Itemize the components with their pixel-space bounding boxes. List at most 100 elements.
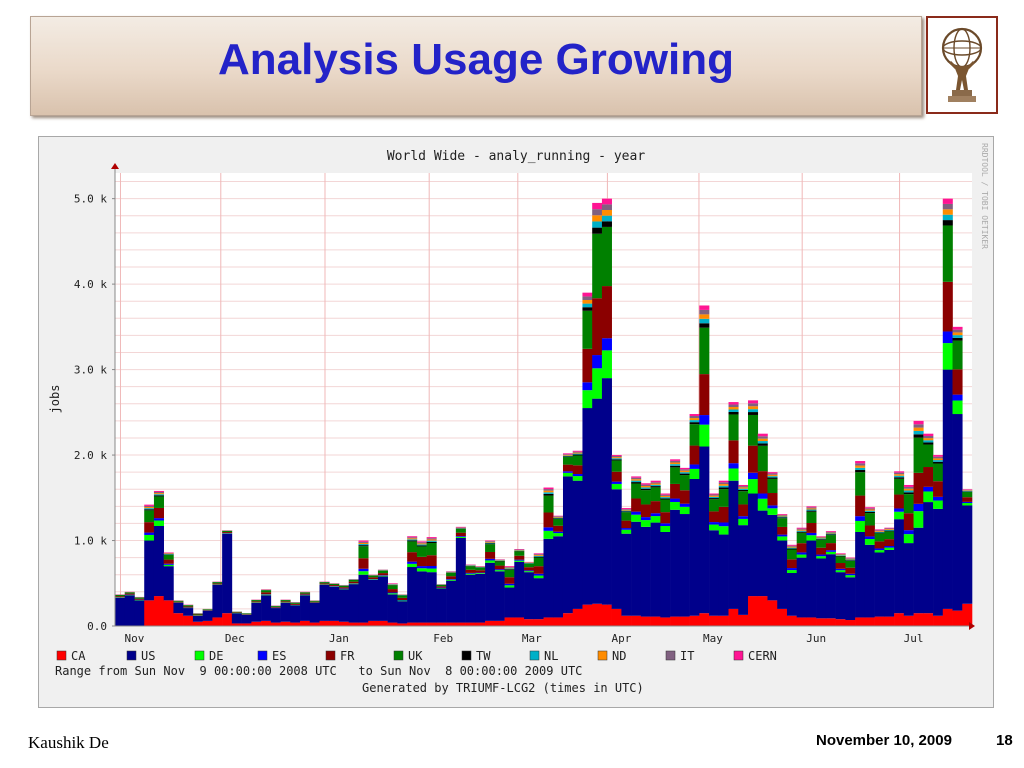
bar-segment-nd [786,546,798,548]
bar-segment-us [465,574,476,623]
legend-swatch [529,650,540,661]
bar-segment-it [757,436,768,439]
bar-segment-de [816,556,827,559]
bar-segment-fr [426,555,437,566]
bar-segment-tw [728,411,739,415]
bar-segment-tw [553,518,564,519]
bar-segment-nl [913,430,924,435]
bar-segment-us [942,369,953,609]
bar-segment-it [786,545,798,547]
legend-label: DE [209,649,223,663]
bar-segment-cern [153,490,164,492]
bar-segment-nd [358,542,369,545]
legend: CA US DE ES FR UK TW NL ND IT CERN [56,649,777,663]
bar-segment-us [631,521,642,616]
bar-segment-fr [115,596,126,598]
bar-segment-de [514,560,525,562]
bar-segment-es [903,530,914,535]
bar-segment-nl [728,409,739,412]
bar-segment-fr [640,504,651,518]
bar-segment-us [699,446,710,614]
bar-segment-ca [153,596,164,626]
legend-swatch [325,650,336,661]
bar-segment-fr [183,606,194,608]
bar-segment-uk [952,340,963,370]
bar-segment-us [582,408,593,605]
bar-segment-es [407,561,418,564]
bar-segment-tw [825,534,836,536]
bar-segment-fr [592,298,603,356]
bar-segment-tw [504,569,515,570]
bar-segment-de [358,571,369,575]
bar-segment-ca [903,615,914,626]
bar-segment-tw [426,541,437,544]
bar-segment-us [650,522,661,617]
legend-item-es: ES [257,649,286,663]
bar-segment-fr [144,522,155,533]
bar-segment-ca [416,622,427,626]
bar-segment-it [592,209,603,216]
legend-label: CERN [748,649,777,663]
bar-segment-it [650,482,661,484]
bar-segment-us [611,489,622,609]
bar-segment-us [153,526,164,597]
bar-segment-it [709,494,720,496]
bar-segment-tw [572,454,583,456]
bar-segment-tw [796,531,807,533]
bar-segment-nd [660,495,671,498]
bar-segment-de [777,536,788,541]
bar-segment-nl [660,497,671,499]
bar-segment-cern [660,493,671,495]
y-tick-labels: 0.0 1.0 k 2.0 k 3.0 k 4.0 k 5.0 k [74,193,115,633]
bar-segment-es [153,518,164,521]
bar-segment-de [582,390,593,409]
bar-segment-cern [816,536,827,537]
bar-segment-it [144,505,155,508]
bars [115,198,973,626]
bar-segment-uk [562,457,574,465]
bar-segment-us [319,584,330,621]
bar-segment-fr [514,555,525,560]
bar-segment-fr [933,481,944,497]
bar-segment-uk [592,233,603,299]
bar-segment-ca [631,615,642,626]
legend-label: IT [680,649,694,663]
bar-segment-es [835,568,846,571]
bar-segment-de [387,593,398,595]
bar-segment-it [816,536,827,538]
bar-segment-uk [407,541,418,553]
bar-segment-uk [504,569,515,578]
bar-segment-uk [640,490,651,505]
bar-segment-it [631,477,642,480]
bar-segment-it [660,494,671,496]
x-tick-label: Jul [904,632,924,645]
bar-segment-it [621,509,632,510]
bar-segment-us [835,572,846,620]
bar-segment-uk [582,310,593,349]
bar-segment-cern [699,305,710,310]
bar-segment-us [455,537,466,623]
bar-segment-ca [709,615,720,626]
bar-segment-nd [485,541,496,543]
bar-segment-nl [835,555,846,556]
bar-segment-de [894,511,905,520]
bar-segment-es [884,546,895,548]
bar-segment-es [767,505,778,509]
bar-segment-cern [670,459,681,461]
bar-segment-ca [660,617,671,626]
bar-segment-de [806,535,817,541]
bar-segment-de [485,560,496,563]
bar-segment-es [514,559,525,561]
bar-segment-cern [874,529,885,531]
bar-segment-nl [543,492,554,494]
bar-segment-cern [650,480,661,483]
bar-segment-fr [738,504,749,517]
bar-segment-fr [270,606,281,608]
bar-segment-uk [436,584,447,587]
bar-segment-us [640,526,651,617]
bar-segment-it [855,463,866,466]
bar-segment-us [231,613,242,624]
bar-segment-ca [270,622,281,626]
bar-segment-uk [835,556,846,564]
bar-segment-nl [709,496,720,499]
